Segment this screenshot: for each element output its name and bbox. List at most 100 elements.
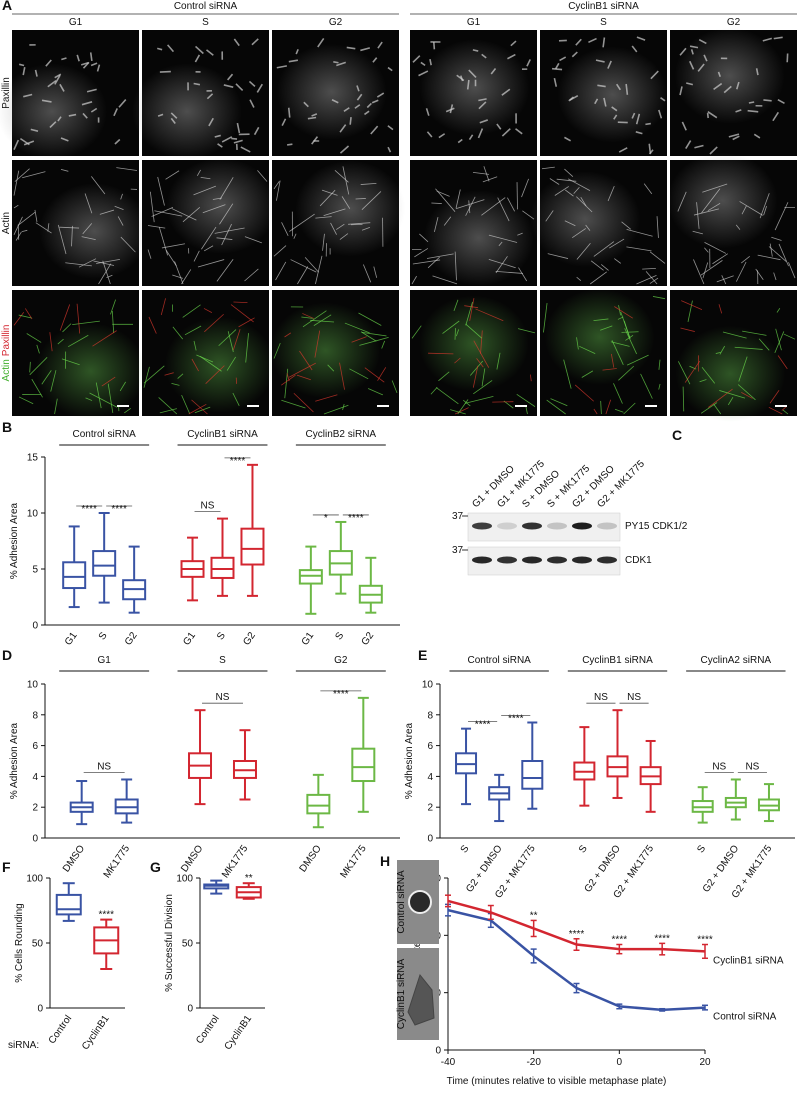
fiber — [13, 204, 19, 209]
fiber — [677, 191, 687, 212]
fiber — [293, 392, 314, 413]
fiber — [216, 258, 234, 282]
fiber — [231, 137, 238, 140]
fiber — [433, 41, 436, 50]
significance: **** — [81, 504, 97, 515]
fiber — [339, 124, 347, 133]
fiber — [753, 133, 761, 139]
fiber — [315, 394, 338, 402]
x-tick-label: S — [459, 843, 472, 855]
fiber — [57, 224, 67, 255]
fiber — [360, 182, 377, 185]
fiber — [614, 258, 621, 264]
fiber — [304, 257, 319, 273]
fiber — [47, 223, 50, 232]
fiber — [546, 399, 566, 415]
fiber — [331, 99, 339, 104]
fiber — [149, 191, 155, 223]
fiber — [755, 268, 764, 280]
fiber — [472, 365, 479, 388]
fiber — [251, 38, 259, 46]
fiber — [735, 81, 740, 90]
fiber — [354, 104, 361, 109]
fiber — [120, 236, 136, 253]
fiber — [364, 110, 370, 116]
panel-label: C — [672, 427, 682, 443]
fiber — [603, 97, 607, 107]
cell-glow — [295, 160, 406, 257]
fiber — [589, 271, 607, 285]
fiber — [372, 57, 378, 63]
fiber — [618, 365, 635, 381]
fiber — [481, 53, 487, 59]
fiber — [315, 216, 332, 219]
fiber — [547, 253, 569, 259]
fiber — [569, 94, 579, 101]
fiber — [625, 83, 629, 95]
x-tick-label: DMSO — [179, 843, 205, 874]
fiber — [716, 275, 734, 283]
fiber — [769, 390, 780, 404]
fiber — [188, 403, 207, 415]
group-title: Control siRNA — [174, 1, 238, 12]
fiber — [171, 383, 180, 386]
fiber — [607, 185, 615, 202]
fiber — [636, 274, 657, 285]
x-tick-label: G1 — [63, 630, 80, 648]
fiber — [160, 298, 166, 316]
fiber — [182, 207, 201, 223]
fiber — [84, 193, 93, 214]
fiber — [41, 370, 52, 385]
fiber — [679, 47, 687, 56]
fiber — [81, 236, 96, 241]
fiber — [650, 70, 659, 80]
fiber — [315, 255, 323, 285]
significance: * — [324, 513, 328, 524]
fiber — [480, 330, 483, 354]
fiber — [526, 59, 531, 67]
column-label: S — [202, 17, 209, 28]
box — [210, 556, 235, 579]
fiber — [626, 246, 652, 252]
fiber — [455, 199, 485, 210]
fiber — [635, 113, 641, 125]
fiber — [355, 198, 366, 200]
cell-glow — [530, 171, 641, 268]
fiber — [624, 328, 637, 355]
fiber — [377, 41, 383, 49]
fiber — [181, 269, 192, 285]
fiber — [680, 327, 695, 332]
fiber — [719, 390, 746, 399]
fiber — [600, 264, 609, 271]
fiber — [59, 226, 80, 229]
fiber — [697, 63, 705, 72]
fiber — [660, 97, 666, 102]
fiber — [735, 109, 742, 113]
band-label: CDK1 — [625, 555, 652, 566]
panel-label: B — [2, 419, 12, 435]
fiber — [221, 223, 232, 246]
fiber — [712, 253, 729, 265]
fiber — [515, 128, 523, 135]
fiber — [59, 304, 71, 331]
fiber — [631, 45, 638, 53]
fiber — [457, 399, 469, 415]
fiber — [702, 262, 709, 279]
fiber — [29, 357, 48, 376]
cell-glow — [544, 288, 655, 385]
fiber — [735, 261, 747, 282]
fiber — [214, 134, 221, 138]
significance: **** — [654, 933, 670, 944]
fiber — [60, 137, 69, 142]
group-title: CyclinB2 siRNA — [306, 429, 377, 440]
band — [572, 556, 592, 564]
fiber — [205, 365, 225, 384]
y-tick-label: 6 — [427, 741, 433, 752]
cell — [407, 973, 435, 1026]
column-label: G2 — [727, 17, 741, 28]
fiber — [30, 128, 39, 132]
band — [572, 522, 592, 530]
fiber — [788, 262, 796, 279]
fiber — [41, 99, 52, 103]
fiber — [89, 392, 118, 408]
